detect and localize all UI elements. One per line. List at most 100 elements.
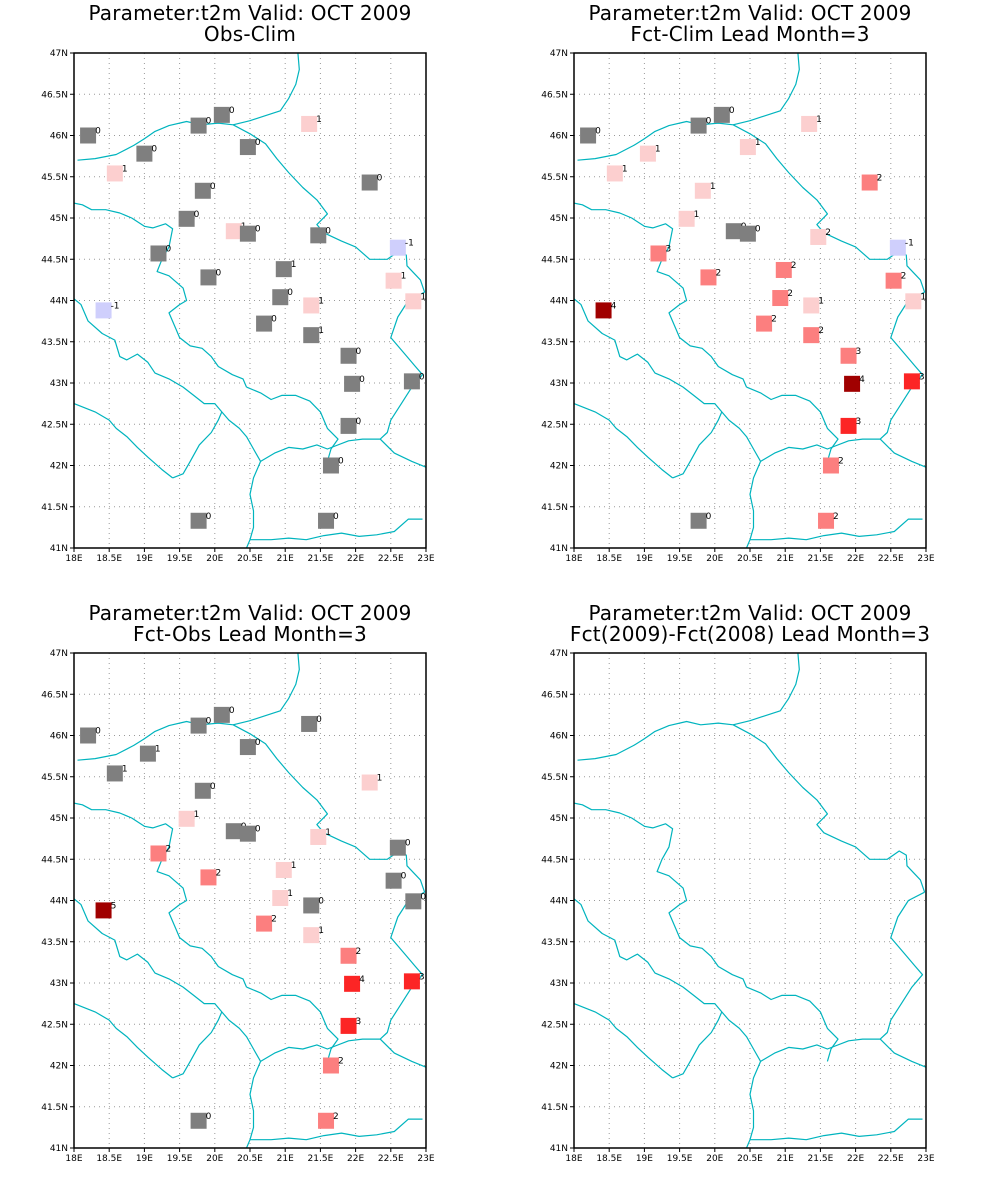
station-marker <box>840 417 857 434</box>
lat-tick-label: 45N <box>50 214 68 224</box>
station-value-label: 2 <box>356 947 362 957</box>
lat-tick-label: 45N <box>50 814 68 824</box>
station-value-label: 4 <box>359 975 365 985</box>
station-value-label: 3 <box>856 347 862 357</box>
station-value-label: 1 <box>122 764 128 774</box>
station-value-label: 1 <box>816 115 822 125</box>
country-boundary <box>577 120 926 293</box>
station-marker <box>190 512 207 529</box>
station-value-label: 0 <box>755 225 761 235</box>
lon-tick-label: 21E <box>277 554 294 564</box>
station-marker <box>822 457 839 474</box>
lat-tick-label: 42N <box>50 462 68 472</box>
station-value-label: 1 <box>401 272 407 282</box>
station-value-label: 0 <box>255 738 261 748</box>
station-value-label: 1 <box>316 115 322 125</box>
lat-tick-label: 47N <box>50 49 68 59</box>
panel-title: Parameter:t2m Valid: OCT 2009 <box>88 601 412 625</box>
station-marker <box>340 947 357 964</box>
lon-tick-label: 22E <box>847 1154 864 1164</box>
lat-tick-label: 42.5N <box>41 1020 68 1030</box>
station-marker <box>580 127 597 144</box>
station-marker <box>95 902 112 919</box>
lon-tick-label: 19E <box>636 554 653 564</box>
station-marker <box>239 825 256 842</box>
country-boundary <box>245 1061 262 1149</box>
station-value-label: 2 <box>165 844 171 854</box>
country-boundary <box>750 518 923 541</box>
map-plot: 000010110100102120100521243320241N41.5N4… <box>41 649 435 1164</box>
station-value-label: 2 <box>825 228 831 238</box>
station-marker <box>803 297 820 314</box>
lon-tick-label: 22E <box>847 554 864 564</box>
station-value-label: 0 <box>338 457 344 467</box>
station-marker <box>713 106 730 123</box>
station-value-label: 0 <box>206 117 212 127</box>
station-value-label: 1 <box>710 182 716 192</box>
station-marker <box>905 293 922 310</box>
country-boundary <box>73 403 173 479</box>
station-marker <box>810 228 827 245</box>
country-boundary <box>732 52 800 126</box>
station-value-label: 0 <box>215 268 221 278</box>
lat-tick-label: 41.5N <box>41 503 68 513</box>
station-value-label: 2 <box>833 512 839 522</box>
country-boundary <box>760 438 927 468</box>
station-marker <box>385 872 402 889</box>
lat-tick-label: 44.5N <box>541 255 568 265</box>
station-marker <box>322 1057 339 1074</box>
country-boundary <box>77 720 426 893</box>
country-boundary <box>573 802 748 988</box>
station-value-label: 1 <box>194 810 200 820</box>
station-marker <box>239 225 256 242</box>
station-marker <box>190 1112 207 1129</box>
lat-tick-label: 46.5N <box>41 690 68 700</box>
station-marker <box>95 302 112 319</box>
station-marker <box>639 145 656 162</box>
country-boundary <box>73 1003 173 1079</box>
lat-tick-label: 45N <box>550 814 568 824</box>
country-boundary <box>246 386 339 462</box>
station-value-label: 1 <box>420 292 426 302</box>
station-value-label: 0 <box>255 138 261 148</box>
lat-tick-label: 44.5N <box>41 855 68 865</box>
country-boundary <box>745 461 762 549</box>
station-value-label: 0 <box>595 127 601 137</box>
lat-tick-label: 46.5N <box>541 90 568 100</box>
lat-tick-label: 47N <box>550 49 568 59</box>
station-marker <box>344 375 361 392</box>
country-boundary <box>246 986 339 1062</box>
station-value-label: 1 <box>318 326 324 336</box>
station-value-label: 0 <box>95 127 101 137</box>
lat-tick-label: 43N <box>50 379 68 389</box>
lon-tick-label: 19E <box>136 1154 153 1164</box>
lat-tick-label: 44.5N <box>541 855 568 865</box>
station-value-label: 1 <box>291 260 297 270</box>
station-marker <box>775 261 792 278</box>
map-panel-fct-diff: Parameter:t2m Valid: OCT 2009 Fct(2009)-… <box>500 600 1000 1200</box>
country-boundary <box>73 298 262 462</box>
lon-tick-label: 20E <box>206 554 223 564</box>
country-boundary <box>77 120 426 293</box>
lon-tick-label: 22E <box>347 1154 364 1164</box>
lat-tick-label: 46.5N <box>41 90 68 100</box>
station-value-label: 2 <box>215 868 221 878</box>
station-marker <box>903 373 920 390</box>
lon-tick-label: 18E <box>565 1154 582 1164</box>
lat-tick-label: 43N <box>550 979 568 989</box>
country-boundary <box>250 1118 423 1141</box>
lon-tick-label: 23E <box>917 554 934 564</box>
map-panel-fct-obs: Parameter:t2m Valid: OCT 2009 Fct-Obs Le… <box>0 600 500 1200</box>
country-boundary <box>379 291 425 440</box>
panel-title: Parameter:t2m Valid: OCT 2009 <box>588 1 912 25</box>
lon-tick-label: 18.5E <box>96 554 122 564</box>
station-value-label: 0 <box>318 896 324 906</box>
lon-tick-label: 22.5E <box>378 554 404 564</box>
station-value-label: 0 <box>356 417 362 427</box>
lon-tick-label: 21.5E <box>808 554 834 564</box>
map-panel-fct-clim: Parameter:t2m Valid: OCT 2009 Fct-Clim L… <box>500 0 1000 600</box>
lat-tick-label: 46.5N <box>541 690 568 700</box>
country-boundary <box>732 652 800 726</box>
lon-tick-label: 19.5E <box>167 1154 193 1164</box>
station-value-label: 2 <box>338 1057 344 1067</box>
